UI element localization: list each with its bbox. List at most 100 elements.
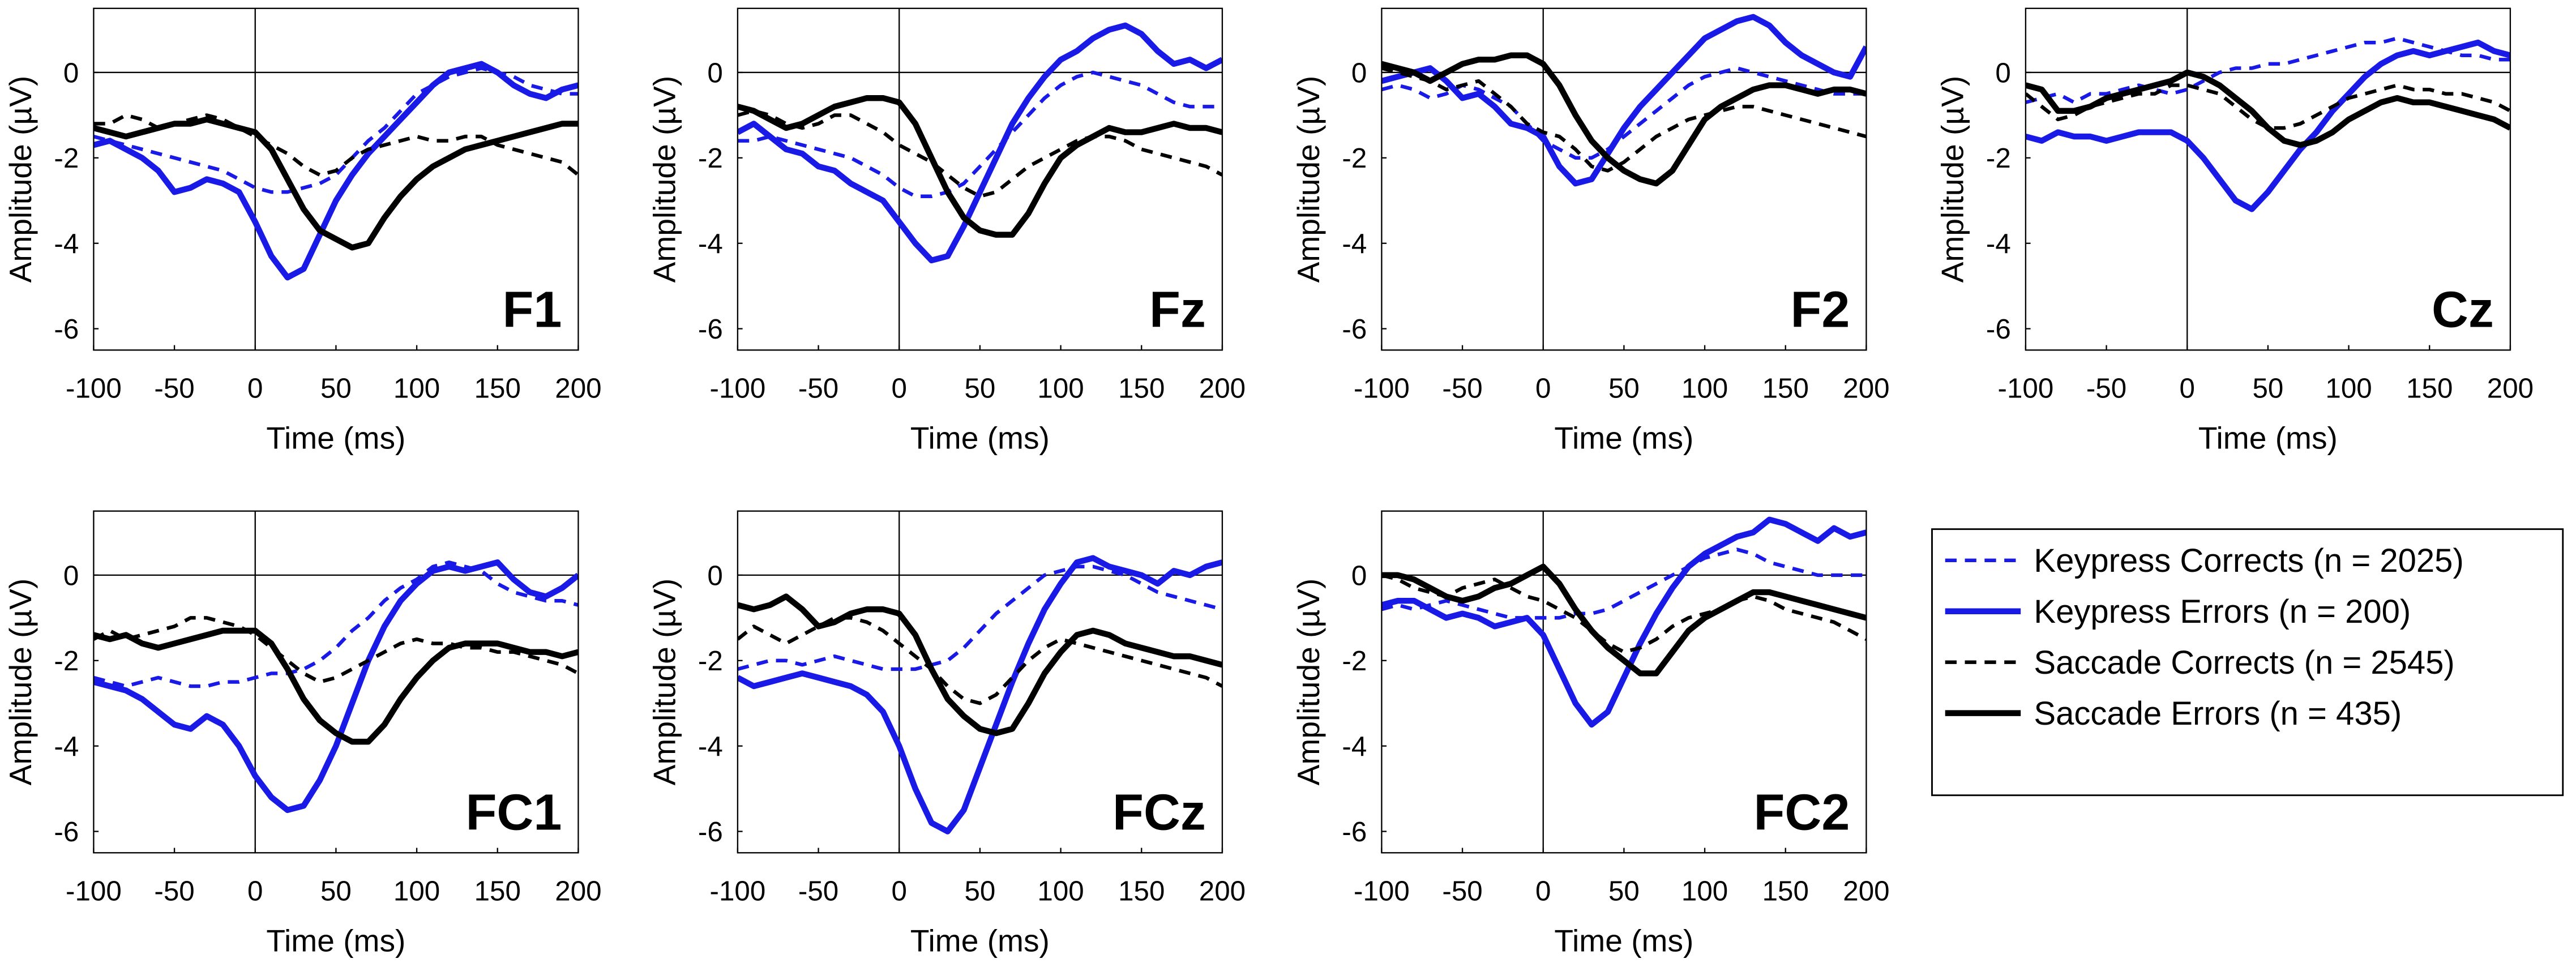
x-tick-label: 0: [1535, 373, 1551, 404]
erp-line: [2025, 39, 2510, 212]
x-tick-label: -50: [798, 373, 838, 404]
y-tick-label: -4: [1342, 731, 1367, 762]
y-axis-label: Amplitude (µV): [3, 76, 38, 283]
y-tick-label: -6: [1342, 314, 1367, 345]
x-tick-label: 0: [247, 875, 263, 906]
erp-line: [93, 61, 579, 281]
x-tick-label: 150: [1762, 373, 1809, 404]
x-tick-label: 50: [964, 373, 995, 404]
legend-label: Keypress Errors (n = 200): [2034, 593, 2411, 630]
y-tick-label: -6: [1986, 314, 2011, 345]
x-tick-label: 100: [1037, 875, 1084, 906]
legend-box: [1931, 528, 2564, 797]
erp-line: [737, 616, 1222, 705]
x-tick-label: -100: [1354, 875, 1410, 906]
legend-label: Saccade Errors (n = 435): [2034, 695, 2402, 732]
x-axis-label: Time (ms): [1554, 420, 1693, 455]
plot-frame: [1381, 510, 1867, 854]
panel-title: FCz: [1112, 785, 1206, 841]
x-axis-label: Time (ms): [1554, 923, 1693, 958]
x-tick-label: 100: [393, 373, 440, 404]
panel-title: FC2: [1753, 785, 1850, 841]
x-tick-label: 100: [1681, 875, 1728, 906]
y-tick-label: -2: [54, 645, 79, 677]
x-tick-label: 100: [393, 875, 440, 906]
y-axis-label: Amplitude (µV): [647, 76, 682, 283]
x-tick-label: -100: [710, 875, 766, 906]
y-tick-label: -2: [1342, 143, 1367, 174]
x-axis-label: Time (ms): [910, 420, 1050, 455]
x-tick-label: 150: [1118, 875, 1165, 906]
panel-title: FC1: [465, 785, 562, 841]
erp-line: [93, 616, 579, 684]
y-tick-label: -2: [1342, 645, 1367, 677]
erp-line: [1381, 547, 1867, 620]
x-tick-label: -100: [1998, 373, 2054, 404]
plot-frame: [737, 7, 1223, 351]
y-tick-label: -2: [698, 645, 723, 677]
y-axis-label: Amplitude (µV): [647, 579, 682, 786]
x-tick-label: 150: [1762, 875, 1809, 906]
y-axis-label: Amplitude (µV): [1935, 76, 1970, 283]
x-tick-label: 200: [1199, 875, 1246, 906]
x-tick-label: 50: [320, 875, 352, 906]
erp-line: [93, 559, 579, 814]
y-tick-label: 0: [1351, 560, 1367, 591]
x-axis-label: Time (ms): [266, 420, 405, 455]
x-tick-label: -50: [2086, 373, 2126, 404]
y-tick-label: 0: [707, 560, 722, 591]
y-tick-label: -6: [1342, 816, 1367, 848]
y-tick-label: -2: [1986, 143, 2011, 174]
plot-frame: [93, 7, 579, 351]
erp-line: [2025, 69, 2510, 148]
erp-line: [737, 22, 1222, 264]
erp-line: [2025, 36, 2510, 104]
x-tick-label: -50: [1442, 373, 1482, 404]
plot-frame: [737, 510, 1223, 854]
erp-line: [737, 109, 1222, 198]
y-tick-label: -6: [54, 816, 79, 848]
x-tick-label: -100: [710, 373, 766, 404]
x-tick-label: 0: [2180, 373, 2195, 404]
x-tick-label: 100: [1037, 373, 1084, 404]
x-tick-label: 0: [1535, 875, 1551, 906]
x-tick-label: 0: [892, 875, 907, 906]
erp-line: [1381, 66, 1867, 160]
erp-line: [93, 627, 579, 745]
x-tick-label: 200: [1199, 373, 1246, 404]
erp-line: [93, 560, 579, 688]
erp-line: [2025, 83, 2510, 130]
y-axis-label: Amplitude (µV): [1291, 579, 1326, 786]
x-tick-label: 150: [474, 373, 521, 404]
x-tick-label: 50: [1608, 875, 1640, 906]
x-tick-label: -50: [798, 875, 838, 906]
y-tick-label: -2: [698, 143, 723, 174]
panel-title: Fz: [1149, 282, 1206, 339]
x-tick-label: 50: [1608, 373, 1640, 404]
x-axis-label: Time (ms): [910, 923, 1050, 958]
y-tick-label: -4: [698, 228, 723, 259]
y-tick-label: -6: [54, 314, 79, 345]
y-tick-label: -4: [1986, 228, 2011, 259]
x-tick-label: 50: [2252, 373, 2283, 404]
legend-label: Saccade Corrects (n = 2545): [2034, 644, 2454, 681]
erp-line: [1381, 66, 1867, 173]
erp-line: [1381, 563, 1867, 677]
x-tick-label: 150: [2406, 373, 2453, 404]
panel-title: F1: [502, 282, 562, 339]
panel-title: Cz: [2432, 282, 2494, 339]
x-tick-label: 200: [1843, 373, 1889, 404]
x-tick-label: 200: [1843, 875, 1889, 906]
x-tick-label: 100: [1681, 373, 1728, 404]
x-tick-label: 50: [964, 875, 995, 906]
erp-line: [1381, 52, 1867, 187]
erp-line: [1381, 573, 1867, 654]
y-tick-label: 0: [1351, 57, 1367, 88]
x-tick-label: 50: [320, 373, 352, 404]
x-tick-label: 0: [247, 373, 263, 404]
x-axis-label: Time (ms): [266, 923, 405, 958]
x-tick-label: 150: [474, 875, 521, 906]
y-tick-label: -6: [698, 314, 723, 345]
y-tick-label: 0: [707, 57, 722, 88]
erp-line: [93, 116, 579, 251]
